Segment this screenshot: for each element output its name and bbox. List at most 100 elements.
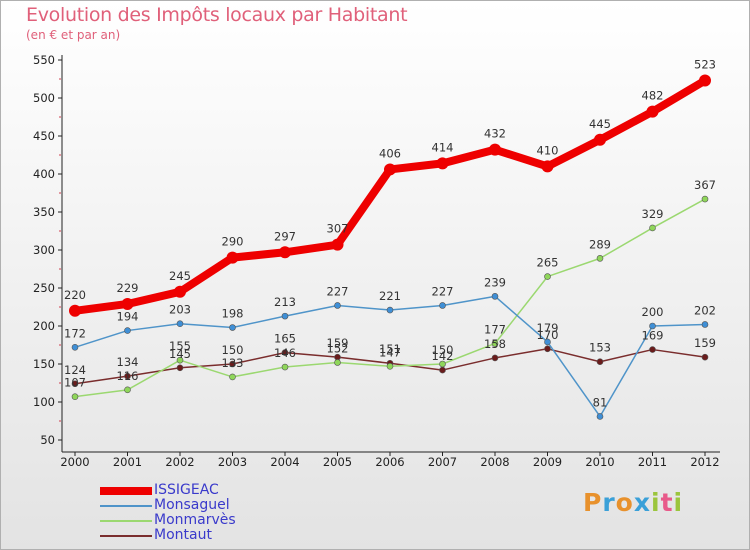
data-point xyxy=(544,345,551,353)
data-label: 432 xyxy=(484,127,506,141)
logo-letter: o xyxy=(615,488,634,517)
legend-swatch xyxy=(100,535,152,537)
data-point xyxy=(174,285,186,298)
data-label: 155 xyxy=(169,339,191,353)
data-label: 170 xyxy=(537,328,559,342)
data-point xyxy=(229,324,236,331)
data-label: 151 xyxy=(379,342,401,356)
legend-swatch xyxy=(100,520,152,522)
data-label: 200 xyxy=(642,305,664,319)
x-tick-label: 2008 xyxy=(480,455,509,469)
data-label: 159 xyxy=(327,336,349,350)
data-point xyxy=(176,364,184,372)
y-tick-label: 250 xyxy=(33,281,55,295)
data-label: 445 xyxy=(589,117,611,131)
data-point xyxy=(491,293,499,300)
legend-label: ISSIGEAC xyxy=(154,482,219,498)
data-point xyxy=(331,238,344,251)
y-tick-label: 100 xyxy=(33,395,55,409)
chart-title: Evolution des Impôts locaux par Habitant xyxy=(26,4,408,26)
data-point xyxy=(334,359,341,366)
data-point xyxy=(124,386,131,394)
data-label: 145 xyxy=(169,347,191,361)
data-point xyxy=(491,354,499,362)
proxiti-logo: Proxiti xyxy=(583,488,683,517)
data-point xyxy=(594,133,606,146)
logo-letter: t xyxy=(660,488,674,517)
data-label: 159 xyxy=(694,336,716,350)
logo-letter: x xyxy=(633,488,651,517)
data-label: 220 xyxy=(64,288,86,302)
data-point xyxy=(121,297,134,310)
data-label: 134 xyxy=(117,355,139,369)
y-tick-label: 550 xyxy=(33,53,55,67)
logo-letter: r xyxy=(602,488,616,517)
data-point xyxy=(176,320,184,328)
data-label: 229 xyxy=(117,281,139,295)
chart-subtitle: (en € et par an) xyxy=(26,28,121,42)
data-point xyxy=(229,360,236,368)
data-point xyxy=(384,163,396,176)
data-label: 239 xyxy=(484,275,506,289)
data-label: 289 xyxy=(589,237,611,251)
x-tick-label: 2005 xyxy=(323,455,352,469)
legend-label: Monmarvès xyxy=(154,512,236,528)
data-point xyxy=(544,338,551,346)
data-point xyxy=(544,273,551,280)
data-point xyxy=(701,321,709,328)
data-label: 245 xyxy=(169,269,191,283)
y-tick-label: 400 xyxy=(33,167,55,181)
data-point xyxy=(71,380,79,388)
data-point xyxy=(439,360,446,368)
x-tick-label: 2012 xyxy=(690,455,719,469)
data-point xyxy=(124,372,131,380)
data-label: 169 xyxy=(642,329,664,343)
data-label: 142 xyxy=(432,349,454,363)
y-tick-label: 300 xyxy=(33,243,55,257)
data-label: 410 xyxy=(537,143,559,157)
y-tick-label: 50 xyxy=(40,433,55,447)
data-label: 107 xyxy=(64,376,86,390)
data-label: 198 xyxy=(222,307,244,321)
data-point xyxy=(69,304,81,317)
data-label: 152 xyxy=(327,341,349,355)
data-point xyxy=(281,312,289,320)
data-label: 414 xyxy=(432,140,454,154)
data-label: 116 xyxy=(117,369,139,383)
data-label: 146 xyxy=(274,346,296,360)
data-label: 172 xyxy=(64,326,86,340)
y-tick-label: 350 xyxy=(33,205,55,219)
data-point xyxy=(701,195,709,203)
data-point xyxy=(226,251,239,264)
legend-swatch xyxy=(100,505,152,507)
x-tick-label: 2002 xyxy=(165,455,194,469)
logo-letter: i xyxy=(651,488,661,517)
y-tick-label: 450 xyxy=(33,129,55,143)
y-tick-label: 150 xyxy=(33,357,55,371)
data-label: 307 xyxy=(327,222,349,236)
x-tick-label: 2000 xyxy=(60,455,89,469)
data-point xyxy=(71,343,79,351)
x-tick-label: 2003 xyxy=(218,455,247,469)
data-point xyxy=(71,393,79,400)
data-label: 194 xyxy=(117,310,139,324)
data-label: 203 xyxy=(169,303,191,317)
data-point xyxy=(439,366,446,374)
data-point xyxy=(699,74,711,87)
legend-label: Montaut xyxy=(154,527,212,543)
data-label: 124 xyxy=(64,363,86,377)
data-label: 227 xyxy=(432,284,454,298)
data-point xyxy=(176,356,184,364)
data-point xyxy=(124,327,131,334)
data-point xyxy=(649,224,656,232)
data-label: 265 xyxy=(537,256,559,270)
legend-label: Monsaguel xyxy=(154,497,230,513)
data-point xyxy=(436,157,449,170)
x-tick-label: 2004 xyxy=(270,455,299,469)
data-label: 329 xyxy=(642,207,664,221)
data-label: 133 xyxy=(222,356,244,370)
x-tick-label: 2009 xyxy=(533,455,562,469)
y-tick-label: 500 xyxy=(33,91,55,105)
data-label: 153 xyxy=(589,341,611,355)
